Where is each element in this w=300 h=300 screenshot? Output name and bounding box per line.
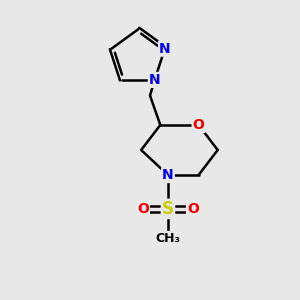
Text: N: N: [149, 73, 161, 87]
Text: CH₃: CH₃: [155, 232, 181, 245]
Text: N: N: [159, 42, 171, 56]
Text: O: O: [193, 118, 205, 132]
Text: N: N: [162, 168, 174, 182]
Text: O: O: [137, 202, 149, 216]
Text: O: O: [187, 202, 199, 216]
Text: S: S: [162, 200, 174, 218]
